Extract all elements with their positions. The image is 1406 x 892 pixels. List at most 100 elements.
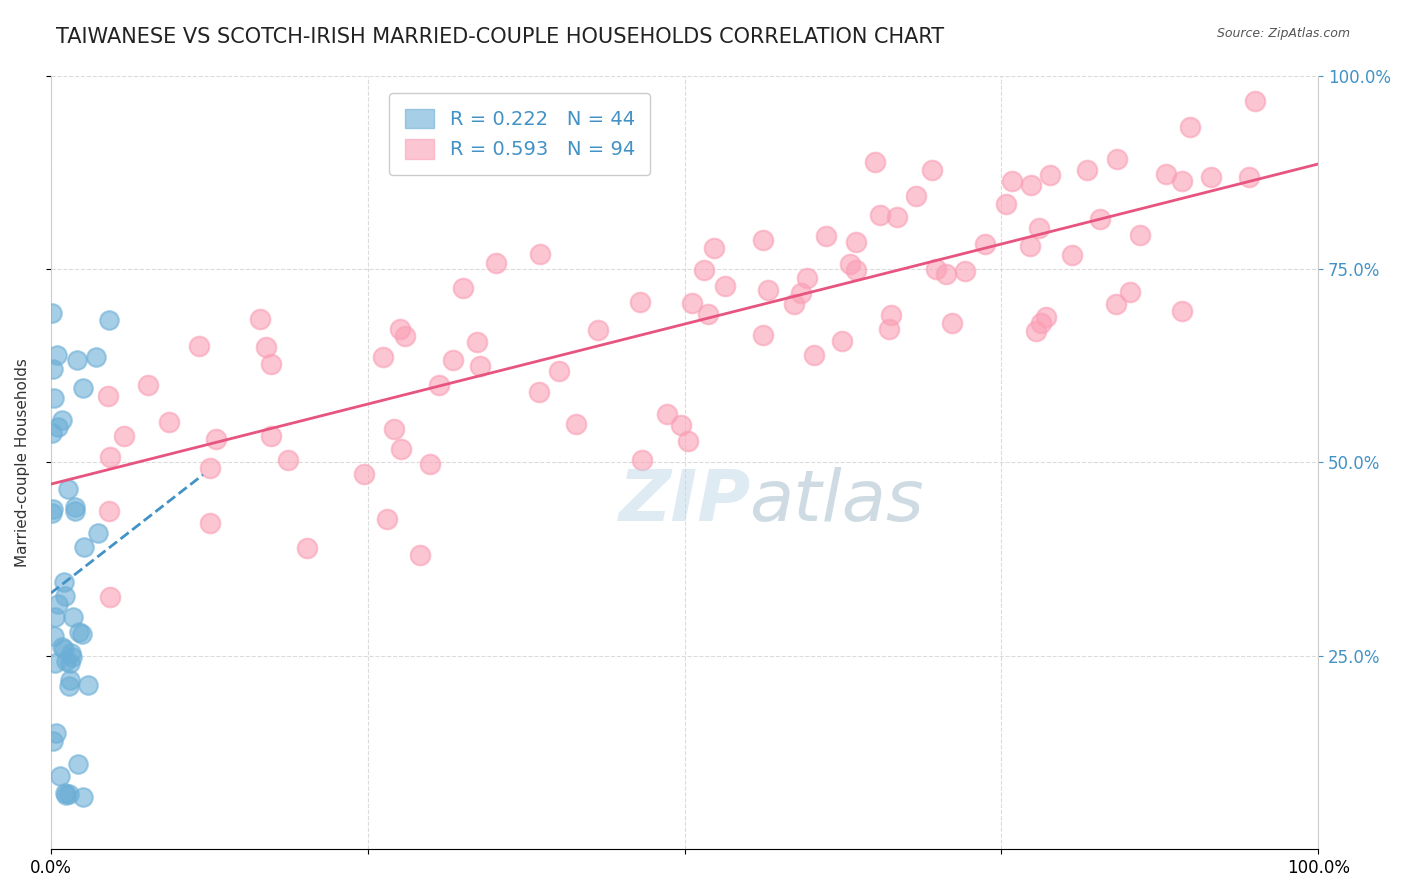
Point (831, 334, 853, 348)
Point (187, 339, 209, 353)
Point (58, 679, 80, 693)
Point (877, 322, 900, 336)
Point (53, 786, 76, 800)
Point (112, 429, 135, 443)
Point (260, 429, 283, 443)
Point (696, 307, 718, 321)
Point (714, 279, 737, 293)
Point (1021, 178, 1043, 193)
Point (1088, 212, 1111, 227)
Point (98, 450, 121, 464)
Point (905, 189, 928, 203)
Point (45, 726, 67, 740)
Point (751, 233, 773, 247)
Text: atlas: atlas (749, 467, 924, 535)
Point (548, 364, 571, 378)
Point (42, 501, 65, 516)
Point (628, 295, 651, 310)
Point (86, 350, 108, 364)
Point (41, 506, 63, 520)
Point (97, 389, 120, 403)
Point (249, 312, 271, 326)
Point (73, 541, 96, 555)
Point (200, 461, 222, 475)
Point (1035, 310, 1057, 324)
Point (44, 656, 66, 670)
Point (995, 197, 1018, 211)
Point (382, 422, 405, 436)
Point (72, 790, 94, 805)
Point (98, 313, 121, 327)
Legend: R = 0.222   N = 44, R = 0.593   N = 94: R = 0.222 N = 44, R = 0.593 N = 94 (389, 93, 651, 175)
Point (44, 391, 66, 405)
Point (790, 285, 813, 300)
Point (451, 281, 474, 295)
Point (935, 267, 957, 281)
Point (1119, 285, 1142, 300)
Point (44, 610, 66, 624)
Point (1025, 324, 1047, 338)
Point (157, 415, 180, 429)
Point (1076, 163, 1098, 178)
Point (485, 256, 508, 270)
Point (46, 348, 69, 362)
Point (48, 769, 70, 783)
Point (70, 626, 93, 640)
Point (671, 418, 693, 433)
Point (53, 574, 76, 589)
Point (46, 419, 69, 434)
Point (1199, 169, 1222, 184)
Text: Source: ZipAtlas.com: Source: ZipAtlas.com (1216, 27, 1350, 40)
Point (631, 453, 654, 467)
Point (353, 467, 375, 481)
Point (41, 362, 63, 376)
Point (58, 787, 80, 801)
Point (427, 378, 450, 392)
Point (470, 359, 492, 374)
Point (51, 640, 73, 654)
Point (97, 503, 120, 517)
Text: ZIP: ZIP (619, 467, 751, 535)
Point (58, 482, 80, 496)
Point (1105, 297, 1128, 311)
Point (46, 597, 69, 611)
Point (260, 357, 283, 371)
Point (886, 211, 908, 225)
Point (58, 673, 80, 687)
Point (756, 284, 779, 298)
Point (63, 500, 86, 514)
Point (921, 162, 943, 177)
Point (41, 306, 63, 320)
Point (53, 589, 76, 603)
Point (953, 263, 976, 277)
Point (1039, 168, 1062, 182)
Point (51, 413, 73, 427)
Point (1237, 169, 1260, 184)
Point (1129, 227, 1152, 242)
Point (752, 327, 775, 342)
Point (796, 271, 818, 285)
Point (527, 385, 550, 400)
Point (98, 591, 121, 605)
Point (60, 650, 83, 665)
Point (1029, 316, 1052, 330)
Point (375, 512, 398, 526)
Point (1028, 221, 1050, 235)
Point (586, 323, 609, 337)
Point (1019, 239, 1042, 253)
Point (76, 678, 98, 692)
Point (925, 262, 948, 277)
Point (136, 378, 159, 392)
Point (389, 321, 412, 335)
Point (783, 297, 806, 311)
Point (1000, 174, 1022, 188)
Point (67, 624, 90, 639)
Point (869, 209, 891, 223)
Point (409, 549, 432, 563)
Point (59, 646, 82, 660)
Point (205, 432, 228, 446)
Point (565, 417, 588, 432)
Point (59, 656, 82, 670)
Y-axis label: Married-couple Households: Married-couple Households (15, 358, 30, 566)
Point (845, 235, 868, 250)
